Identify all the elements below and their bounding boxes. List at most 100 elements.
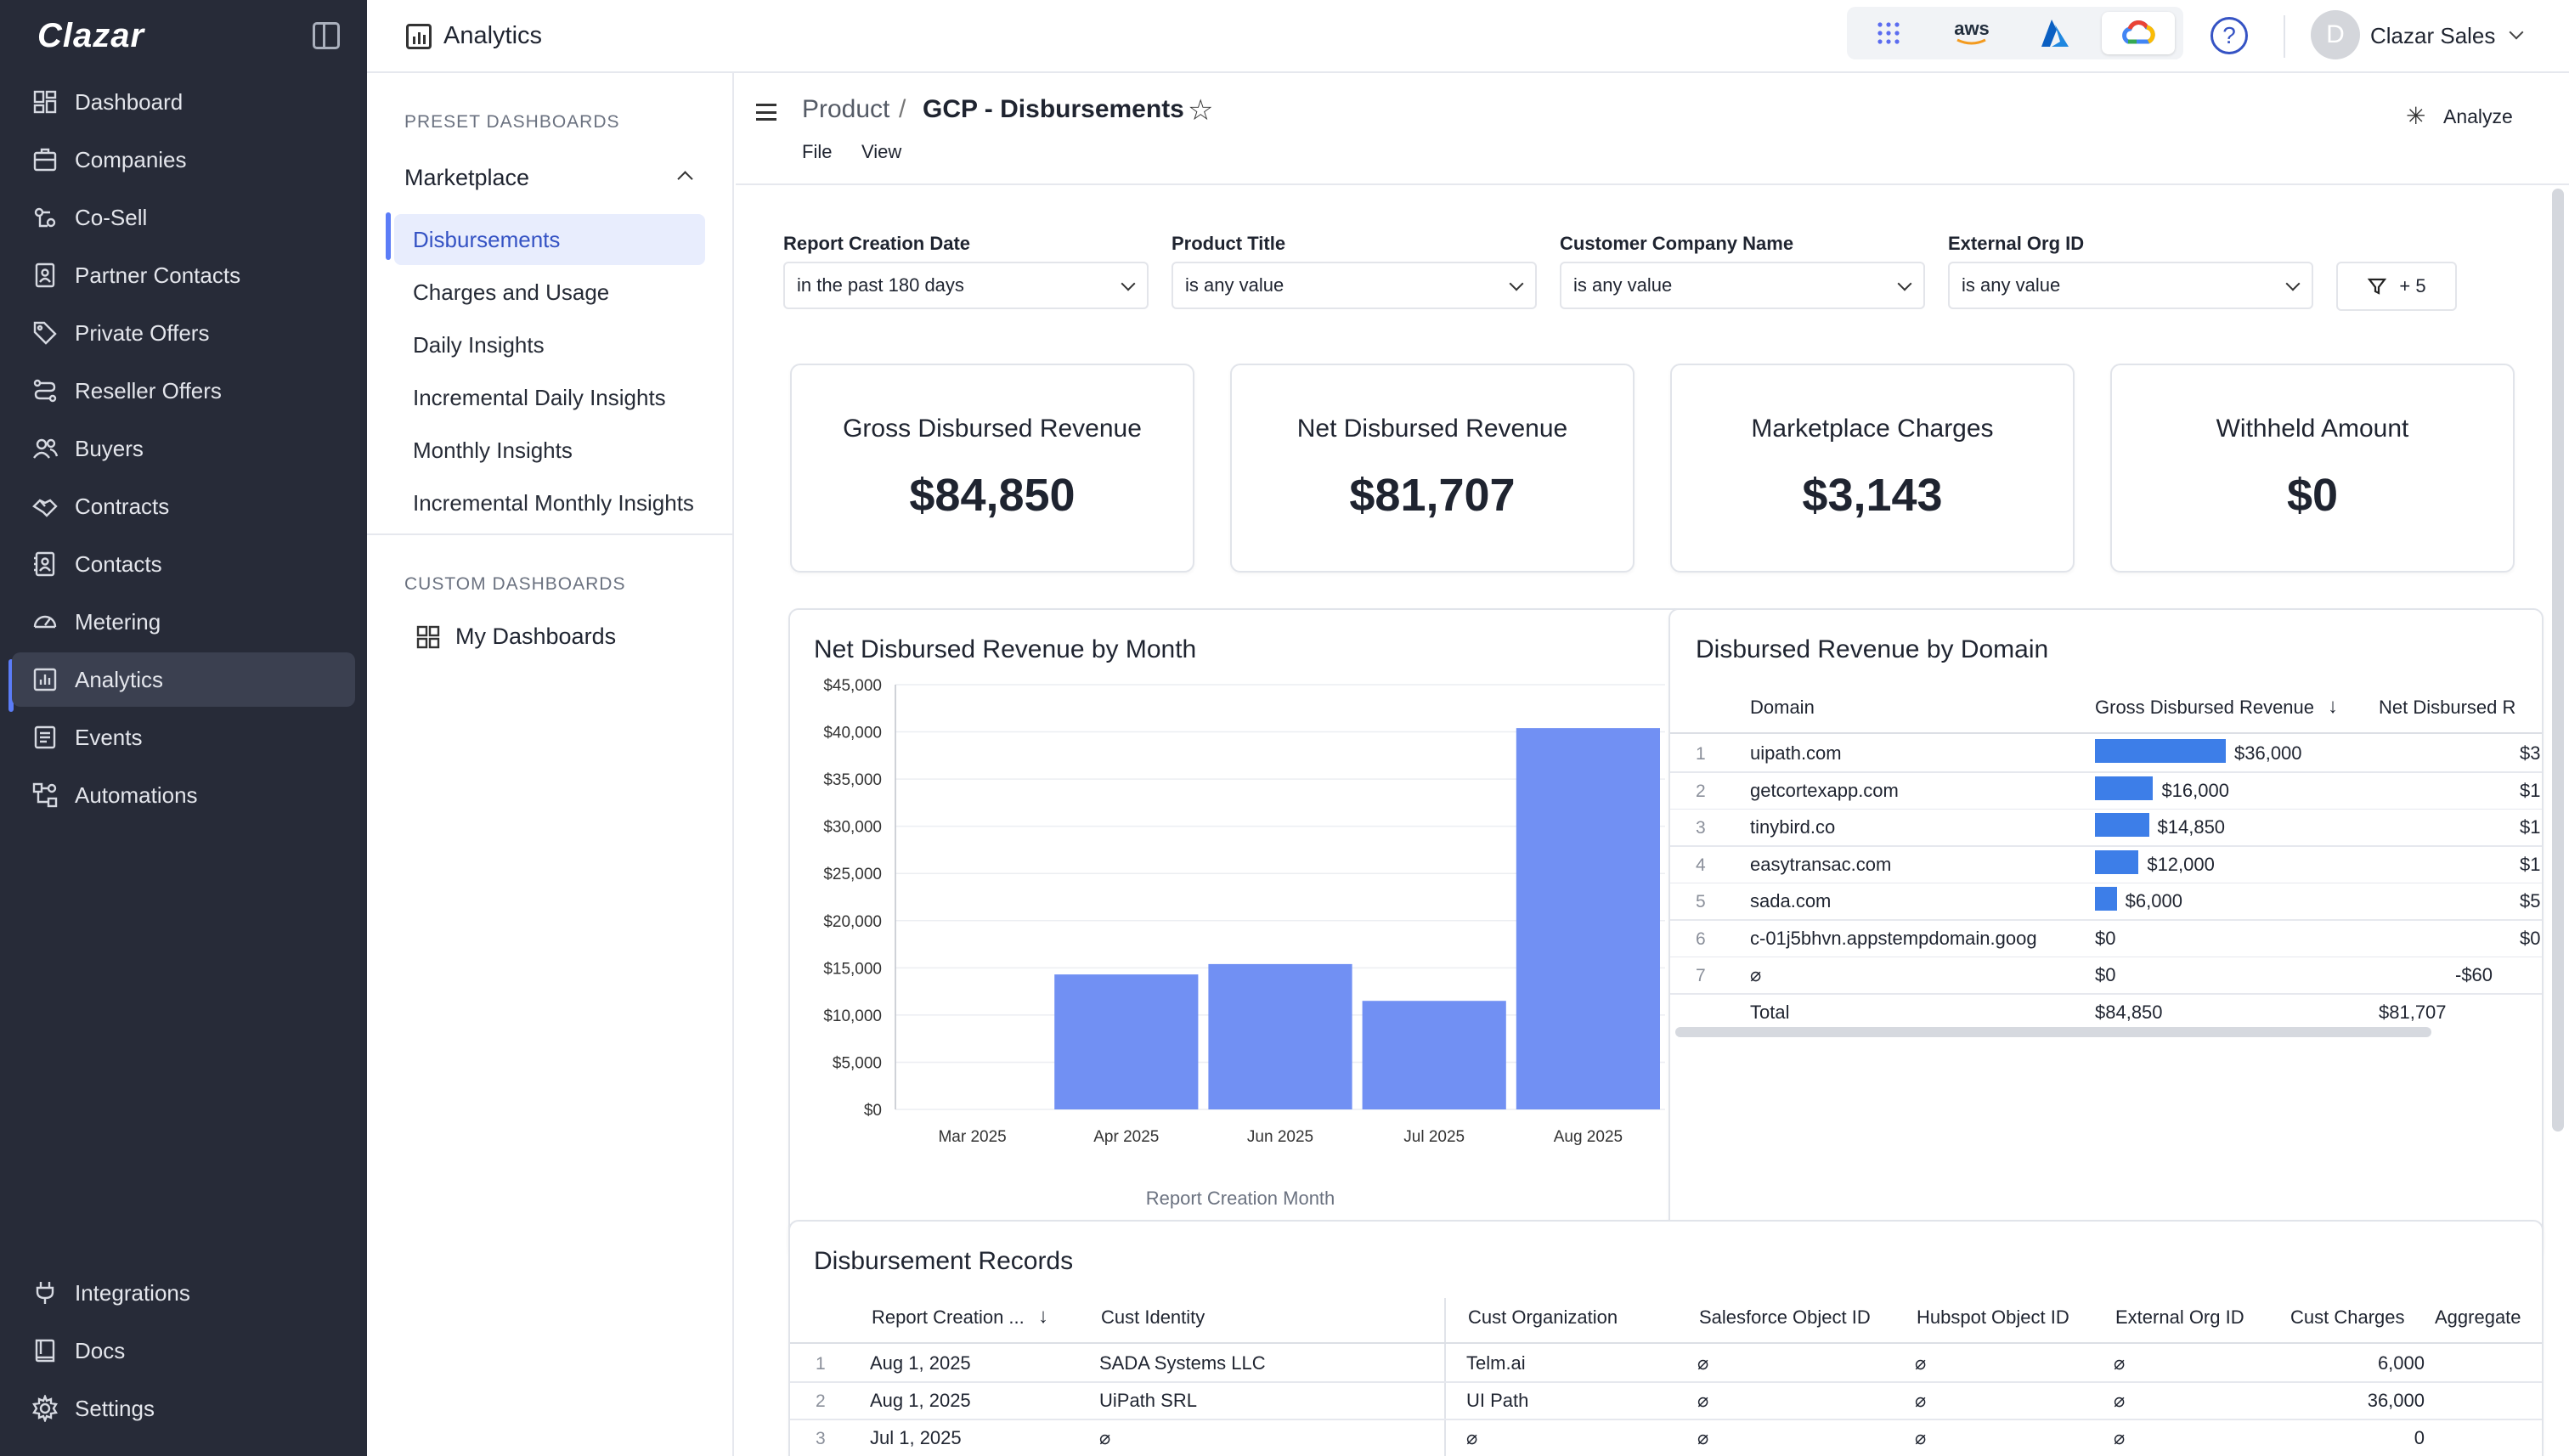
subnav-item-monthly-insights[interactable]: Monthly Insights (413, 437, 573, 463)
sidebar-item-integrations[interactable]: Integrations (12, 1266, 355, 1320)
sidebar-item-companies[interactable]: Companies (12, 133, 355, 187)
sidebar-item-contracts[interactable]: Contracts (12, 479, 355, 533)
sidebar-item-analytics[interactable]: Analytics (12, 652, 355, 707)
records-header[interactable]: Salesforce Object ID (1699, 1306, 1871, 1328)
azure-icon[interactable] (2019, 12, 2092, 54)
apps-grid-icon[interactable] (1852, 12, 1925, 54)
header-divider (1670, 732, 2542, 734)
subnav-item-charges-and-usage[interactable]: Charges and Usage (413, 279, 610, 305)
domain-cell: tinybird.co (1750, 816, 1836, 838)
filter-label: Customer Company Name (1560, 233, 1794, 254)
net-cell: $3 (2520, 742, 2541, 764)
filter-select[interactable]: is any value (1172, 262, 1537, 309)
row-number: 2 (1696, 781, 1706, 801)
sidebar-collapse-icon[interactable] (313, 22, 340, 49)
analyze-button[interactable]: Analyze (2443, 105, 2513, 127)
filter-select[interactable]: is any value (1948, 262, 2313, 309)
gross-bar (2095, 776, 2154, 800)
domain-cell: uipath.com (1750, 742, 1842, 764)
y-tick-label: $30,000 (823, 819, 882, 837)
records-header[interactable]: Report Creation ... (872, 1306, 1025, 1328)
subnav-item-daily-insights[interactable]: Daily Insights (413, 331, 545, 358)
chart-icon (31, 665, 59, 694)
subnav-item-incremental-monthly-insights[interactable]: Incremental Monthly Insights (413, 489, 694, 516)
gross-cell: $14,850 (2157, 816, 2226, 838)
sidebar-item-partner-contacts[interactable]: Partner Contacts (12, 248, 355, 302)
help-icon[interactable]: ? (2210, 17, 2248, 54)
records-sf-cell: ⌀ (1697, 1427, 1709, 1448)
favorite-star-icon[interactable]: ☆ (1188, 94, 1214, 127)
sort-down-icon[interactable]: ↓ (2328, 695, 2338, 718)
total-net: $81,707 (2379, 1001, 2447, 1023)
main-scrollbar[interactable] (2552, 189, 2564, 1132)
user-name[interactable]: Clazar Sales (2370, 23, 2496, 48)
sidebar-item-label: Events (75, 724, 143, 750)
users-icon (31, 434, 59, 463)
google-cloud-icon[interactable] (2102, 12, 2175, 54)
aws-icon[interactable]: aws (1935, 12, 2008, 54)
horizontal-scrollbar[interactable] (1675, 1026, 2431, 1037)
sidebar-item-events[interactable]: Events (12, 710, 355, 765)
sidebar-item-reseller-offers[interactable]: Reseller Offers (12, 364, 355, 418)
records-header[interactable]: Hubspot Object ID (1917, 1306, 2069, 1328)
file-menu[interactable]: File (802, 141, 833, 162)
chevron-up-icon[interactable] (677, 171, 693, 187)
kpi-value: $0 (2286, 470, 2339, 521)
filter-icon (2368, 278, 2387, 295)
gross-header[interactable]: Gross Disbursed Revenue (2095, 697, 2315, 718)
sidebar-item-contacts[interactable]: Contacts (12, 537, 355, 591)
filter-value: is any value (1573, 274, 1673, 296)
sidebar-item-metering[interactable]: Metering (12, 595, 355, 649)
marketplace-group[interactable]: Marketplace (404, 165, 530, 190)
sidebar-item-automations[interactable]: Automations (12, 768, 355, 822)
contact-book-icon (31, 550, 59, 578)
revenue-by-domain-card: Disbursed Revenue by Domain Domain Gross … (1668, 608, 2544, 1257)
y-tick-label: $25,000 (823, 866, 882, 883)
my-dashboards-link[interactable]: My Dashboards (455, 624, 617, 649)
clazar-logo[interactable]: Clazar (37, 17, 145, 54)
filter-value: is any value (1185, 274, 1284, 296)
gross-cell: $12,000 (2147, 853, 2215, 875)
subnav-item-disbursements[interactable]: Disbursements (394, 214, 705, 265)
table-row[interactable] (790, 1383, 2542, 1420)
sidebar-item-buyers[interactable]: Buyers (12, 421, 355, 476)
records-header[interactable]: Cust Organization (1468, 1306, 1618, 1328)
filter-select[interactable]: is any value (1560, 262, 1925, 309)
row-number: 4 (1696, 855, 1706, 875)
records-ext-cell: ⌀ (2114, 1352, 2126, 1374)
domain-header[interactable]: Domain (1750, 697, 1815, 718)
aws-label: aws (1954, 18, 1990, 39)
sidebar-item-private-offers[interactable]: Private Offers (12, 306, 355, 360)
breadcrumb-parent[interactable]: Product (802, 95, 890, 123)
view-menu[interactable]: View (861, 141, 902, 162)
sidebar-item-co-sell[interactable]: Co-Sell (12, 190, 355, 245)
sidebar-item-docs[interactable]: Docs (12, 1323, 355, 1378)
table-row[interactable] (790, 1420, 2542, 1456)
filter-select[interactable]: in the past 180 days (783, 262, 1149, 309)
sidebar-item-settings[interactable]: Settings (12, 1381, 355, 1436)
subnav-item-incremental-daily-insights[interactable]: Incremental Daily Insights (413, 384, 666, 410)
my-dashboards-icon (416, 625, 440, 649)
records-identity-cell: UiPath SRL (1099, 1390, 1197, 1411)
x-tick-label: Aug 2025 (1554, 1128, 1623, 1146)
kpi-title: Withheld Amount (2216, 415, 2409, 443)
user-menu-chevron-icon[interactable] (2509, 25, 2524, 40)
records-header[interactable]: Aggregate (2435, 1306, 2521, 1328)
records-header[interactable]: External Org ID (2115, 1306, 2244, 1328)
co-sell-icon (31, 203, 59, 232)
sort-down-icon[interactable]: ↓ (1038, 1305, 1048, 1328)
records-header[interactable]: Cust Identity (1101, 1306, 1205, 1328)
plug-icon (31, 1278, 59, 1307)
sidebar-item-dashboard[interactable]: Dashboard (12, 75, 355, 129)
contact-card-icon (31, 261, 59, 290)
filter-value: is any value (1962, 274, 2061, 296)
net-header[interactable]: Net Disbursed R (2379, 697, 2516, 718)
avatar[interactable]: D (2311, 10, 2360, 59)
automation-icon (31, 781, 59, 810)
row-divider (1670, 882, 2542, 883)
menu-icon[interactable] (756, 104, 776, 121)
y-tick-label: $35,000 (823, 771, 882, 789)
records-header[interactable]: Cust Charges (2290, 1306, 2405, 1328)
table-row[interactable] (790, 1346, 2542, 1383)
more-filters-button[interactable]: + 5 (2336, 262, 2457, 311)
